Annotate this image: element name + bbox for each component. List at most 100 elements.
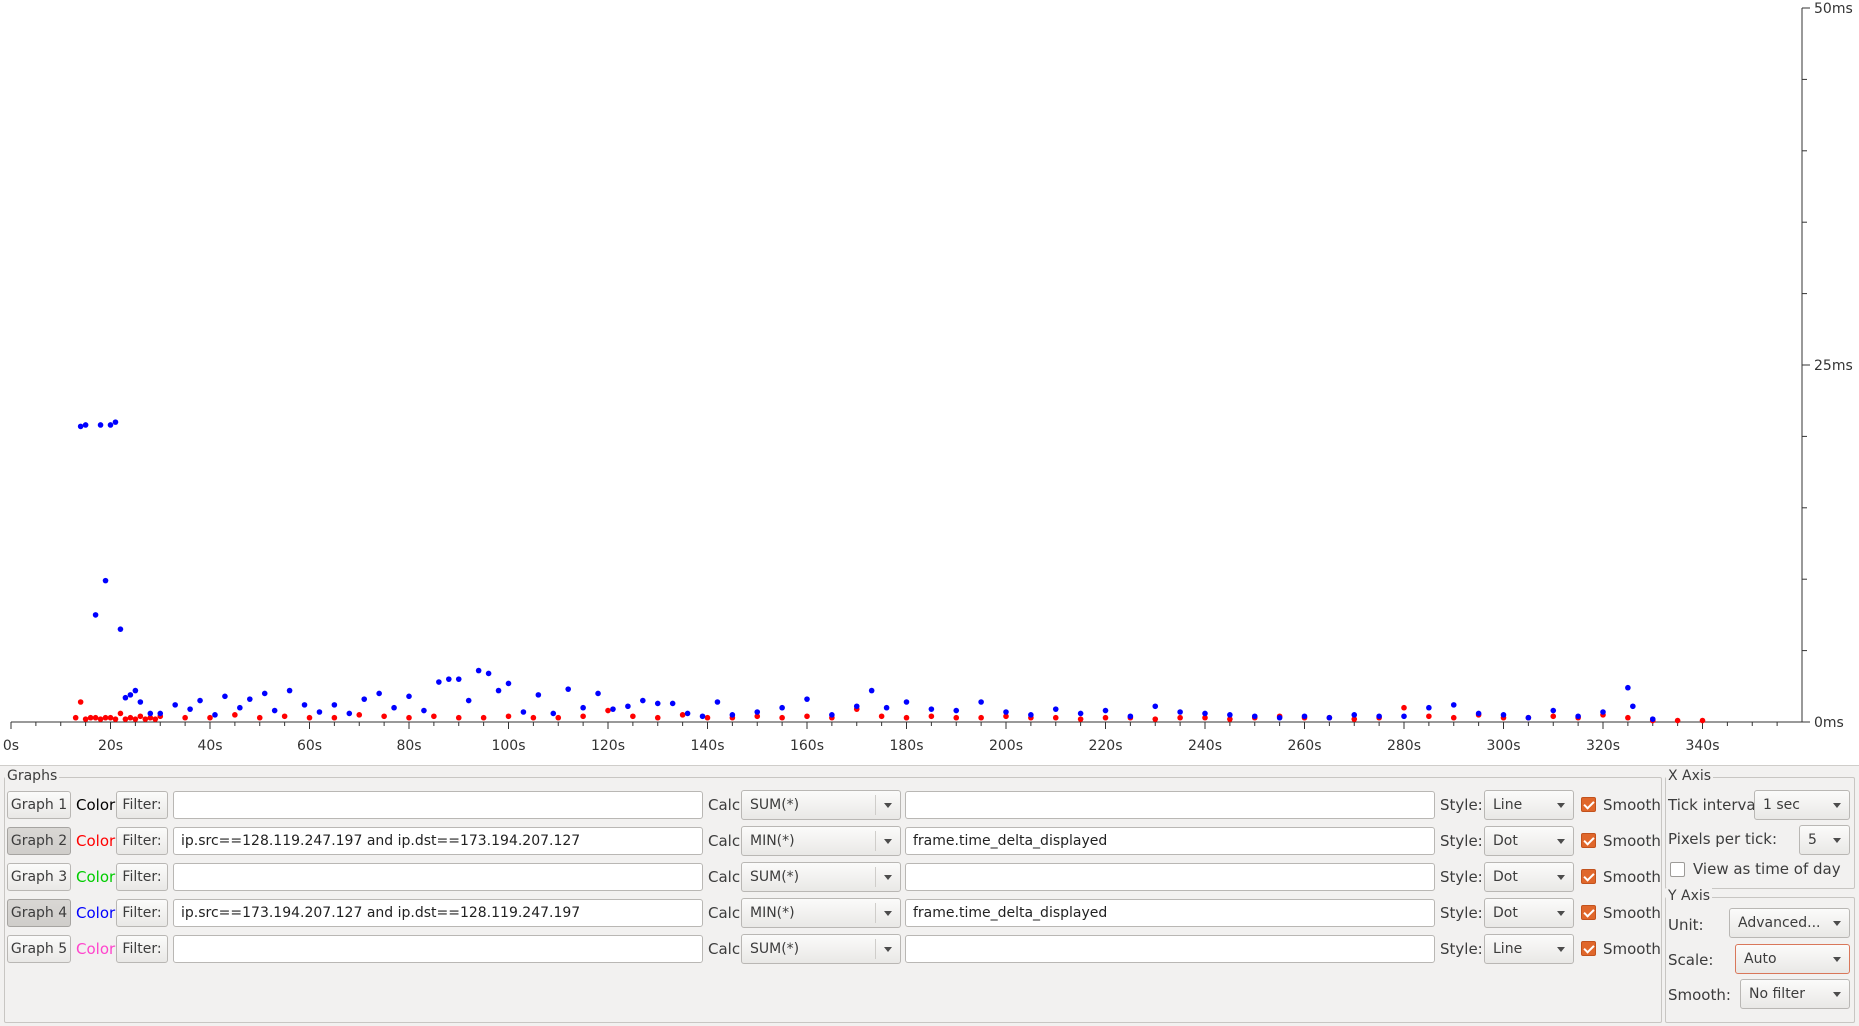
graph-filter-input[interactable]: ip.src==128.119.247.197 and ip.dst==173.… — [173, 827, 703, 855]
data-point — [485, 670, 492, 677]
style-select[interactable]: Line — [1484, 790, 1574, 820]
calc-select[interactable]: MIN(*) — [741, 898, 901, 928]
data-point — [580, 713, 586, 720]
data-point — [1202, 714, 1208, 721]
y-smooth-select[interactable]: No filter — [1740, 979, 1850, 1009]
data-point — [1177, 714, 1183, 721]
data-point — [361, 696, 368, 702]
data-point — [1202, 710, 1208, 717]
y-smooth-value: No filter — [1749, 986, 1806, 1002]
data-point — [978, 699, 984, 705]
view-time-of-day-checkbox[interactable] — [1670, 862, 1685, 877]
x-tick-label: 0s — [3, 738, 19, 754]
y-unit-value: Advanced... — [1738, 915, 1821, 931]
data-point — [1152, 703, 1159, 710]
data-point — [640, 697, 646, 704]
graph-row: Graph 5 Color Filter: Calc: SUM(*) Style: Line… — [6, 934, 1661, 964]
graph-toggle-button[interactable]: Graph 4 — [7, 899, 71, 927]
graph-color-label[interactable]: Color — [76, 796, 116, 814]
data-point — [331, 714, 338, 721]
style-select[interactable]: Line — [1484, 934, 1574, 964]
data-point — [147, 710, 154, 717]
graph-filter-input[interactable] — [173, 863, 703, 891]
graph-row: Graph 4 Color Filter: ip.src==173.194.207.1… — [6, 898, 1661, 928]
data-point — [391, 704, 397, 711]
filter-button[interactable]: Filter: — [116, 827, 168, 855]
data-point — [1028, 712, 1034, 718]
graph-color-label[interactable]: Color — [76, 868, 116, 886]
data-point — [222, 693, 228, 700]
calc-field-input[interactable] — [905, 863, 1435, 891]
filter-button[interactable]: Filter: — [116, 791, 168, 819]
data-point — [903, 699, 910, 705]
data-point — [1600, 709, 1606, 715]
data-point — [630, 713, 636, 720]
graph-toggle-button[interactable]: Graph 1 — [7, 791, 71, 819]
data-point — [565, 686, 571, 692]
calc-field-input[interactable]: frame.time_delta_displayed — [905, 827, 1435, 855]
calc-select[interactable]: SUM(*) — [741, 934, 901, 964]
pixels-per-tick-select[interactable]: 5 — [1799, 825, 1850, 855]
y-scale-select[interactable]: Auto — [1735, 944, 1850, 974]
x-tick-label: 240s — [1188, 738, 1222, 754]
graph-toggle-button[interactable]: Graph 5 — [7, 935, 71, 963]
calc-select[interactable]: SUM(*) — [741, 790, 901, 820]
data-point — [853, 703, 860, 710]
smooth-checkbox[interactable] — [1581, 833, 1596, 848]
calc-field-input[interactable] — [905, 791, 1435, 819]
data-point — [704, 714, 711, 721]
calc-field-input[interactable] — [905, 935, 1435, 963]
smooth-checkbox[interactable] — [1581, 869, 1596, 884]
graph-color-label[interactable]: Color — [76, 940, 116, 958]
data-point — [137, 713, 144, 720]
y-axis-frame — [1665, 897, 1855, 1023]
graph-filter-input[interactable] — [173, 935, 703, 963]
graph-toggle-button[interactable]: Graph 3 — [7, 863, 71, 891]
data-point — [754, 713, 761, 720]
x-tick-label: 120s — [591, 738, 625, 754]
smooth-checkbox[interactable] — [1581, 905, 1596, 920]
filter-button[interactable]: Filter: — [116, 899, 168, 927]
graph-toggle-button[interactable]: Graph 2 — [7, 827, 71, 855]
data-point — [1351, 712, 1358, 718]
graph-color-label[interactable]: Color — [76, 832, 116, 850]
graph-plot-area[interactable]: 0s 20s 40s 60s 80s 100s 120s 140s 160s 180s 200s 22… — [0, 0, 1859, 765]
data-point — [1276, 714, 1283, 721]
data-point — [1630, 703, 1636, 710]
data-point — [535, 692, 542, 698]
data-point — [77, 423, 84, 430]
filter-button[interactable]: Filter: — [116, 935, 168, 963]
data-point — [1152, 716, 1159, 722]
data-point — [381, 713, 387, 720]
data-point — [82, 716, 89, 722]
graph-color-label[interactable]: Color — [76, 904, 116, 922]
style-label: Style: — [1440, 868, 1483, 886]
data-point — [77, 699, 84, 705]
data-point — [1077, 716, 1084, 722]
chevron-down-icon — [1557, 875, 1565, 880]
calc-select[interactable]: SUM(*) — [741, 862, 901, 892]
data-point — [1077, 710, 1084, 717]
data-point — [1351, 716, 1358, 722]
smooth-checkbox[interactable] — [1581, 941, 1596, 956]
controls-panel: Graphs Graph 1 Color Filter: Calc: SUM(*) Sty… — [0, 765, 1859, 1026]
data-point — [928, 713, 935, 720]
tick-interval-select[interactable]: 1 sec — [1754, 790, 1850, 820]
data-point — [1575, 713, 1581, 720]
graph-filter-input[interactable]: ip.src==173.194.207.127 and ip.dst==128.… — [173, 899, 703, 927]
data-point — [446, 676, 452, 682]
smooth-checkbox[interactable] — [1581, 797, 1596, 812]
y-unit-select[interactable]: Advanced... — [1729, 908, 1850, 938]
style-select[interactable]: Dot — [1484, 898, 1574, 928]
calc-select[interactable]: MIN(*) — [741, 826, 901, 856]
style-select[interactable]: Dot — [1484, 862, 1574, 892]
data-point — [97, 716, 104, 722]
graph-filter-input[interactable] — [173, 791, 703, 819]
data-point — [137, 699, 144, 705]
chevron-down-icon — [1833, 838, 1841, 843]
filter-button[interactable]: Filter: — [116, 863, 168, 891]
calc-field-input[interactable]: frame.time_delta_displayed — [905, 899, 1435, 927]
style-select[interactable]: Dot — [1484, 826, 1574, 856]
tick-interval-value: 1 sec — [1763, 797, 1800, 813]
data-point — [829, 712, 835, 718]
